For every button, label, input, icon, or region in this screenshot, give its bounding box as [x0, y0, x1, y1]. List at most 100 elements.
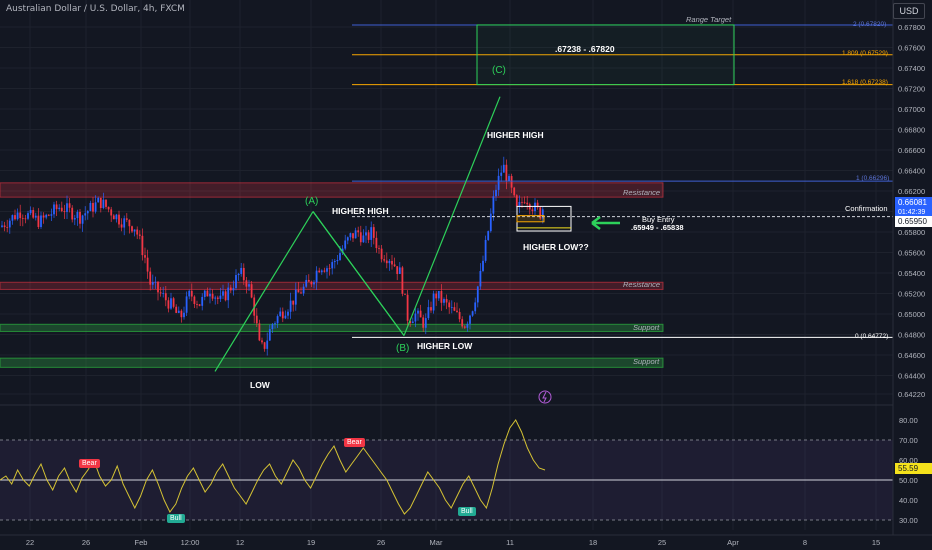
- candle-body: [414, 313, 417, 322]
- price-tick-label: 0.67200: [898, 85, 925, 94]
- candle-body: [107, 206, 110, 210]
- candle-body: [190, 290, 193, 297]
- candle-body: [180, 310, 183, 318]
- lightning-icon: [538, 390, 552, 404]
- candle-body: [198, 304, 201, 306]
- candle-body: [292, 300, 295, 305]
- candle-body: [375, 237, 378, 249]
- zone-support-2: [0, 323, 664, 332]
- candle-body: [378, 248, 380, 249]
- candle-body: [466, 323, 469, 328]
- candle-body: [393, 264, 396, 267]
- candle-body: [352, 233, 354, 239]
- candle-body: [258, 323, 261, 341]
- time-tick-label: 25: [658, 538, 666, 547]
- price-tick-label: 0.67400: [898, 64, 925, 73]
- candle-body: [250, 284, 253, 298]
- candle-body: [209, 293, 211, 297]
- candle-body: [354, 230, 357, 239]
- candle-body: [526, 202, 529, 205]
- candle-body: [68, 203, 71, 208]
- candle-body: [224, 291, 227, 301]
- candle-body: [541, 209, 544, 219]
- price-tick-label: 0.65600: [898, 249, 925, 258]
- candle-body: [271, 324, 274, 330]
- range-target-box: [476, 24, 735, 86]
- rsi-tick-label: 50.00: [899, 476, 918, 485]
- candle-body: [287, 311, 289, 316]
- candle-body: [310, 281, 313, 285]
- candle-body: [120, 224, 123, 228]
- candle-body: [281, 311, 284, 319]
- candle-body: [193, 296, 196, 305]
- candle-body: [245, 280, 248, 287]
- symbol-title[interactable]: Australian Dollar / U.S. Dollar, 4h, FXC…: [6, 4, 185, 14]
- candle-body: [406, 294, 409, 321]
- candle-body: [97, 197, 100, 203]
- wave-c-label: (C): [492, 65, 506, 76]
- rsi-tick-label: 80.00: [899, 416, 918, 425]
- candle-body: [255, 315, 258, 324]
- candle-body: [536, 202, 539, 208]
- candle-body: [344, 240, 347, 249]
- candle-body: [79, 211, 81, 224]
- candle-body: [219, 295, 222, 299]
- candle-body: [318, 270, 321, 273]
- low-label: LOW: [250, 380, 270, 390]
- candles: [1, 156, 544, 356]
- candle-body: [427, 307, 430, 319]
- time-tick-label: 18: [589, 538, 597, 547]
- candle-body: [8, 220, 11, 228]
- candle-body: [380, 248, 383, 260]
- candle-body: [274, 323, 276, 325]
- candle-body: [263, 342, 266, 349]
- candle-body: [331, 262, 334, 269]
- candle-body: [437, 290, 440, 299]
- candle-body: [492, 196, 495, 214]
- candle-body: [456, 310, 458, 312]
- candle-body: [110, 209, 113, 216]
- time-tick-label: 11: [506, 538, 514, 547]
- candle-body: [40, 215, 42, 227]
- candle-body: [164, 293, 167, 301]
- candle-body: [463, 326, 466, 328]
- candle-body: [232, 288, 235, 291]
- candle-body: [523, 202, 526, 204]
- entry-box-inner: [516, 215, 545, 223]
- price-tick-label: 0.67000: [898, 105, 925, 114]
- candle-body: [357, 230, 360, 233]
- candle-body: [328, 268, 331, 270]
- candle-body: [157, 281, 159, 293]
- price-tick-label: 0.66400: [898, 167, 925, 176]
- candle-body: [86, 211, 89, 214]
- candle-body: [333, 261, 336, 263]
- candle-body: [60, 207, 63, 212]
- time-tick-label: 12: [236, 538, 244, 547]
- candle-body: [196, 304, 198, 305]
- price-tick-label: 0.65800: [898, 228, 925, 237]
- candle-body: [63, 211, 66, 212]
- candle-body: [326, 268, 328, 272]
- candle-body: [99, 197, 102, 209]
- candle-body: [27, 213, 29, 219]
- candle-body: [365, 232, 367, 236]
- candle-body: [482, 260, 484, 271]
- candle-body: [508, 176, 510, 182]
- buy-range-label: .65949 - .65838: [631, 223, 684, 232]
- rsi-tick-label: 60.00: [899, 456, 918, 465]
- candle-body: [42, 215, 45, 218]
- candle-body: [149, 271, 152, 285]
- candle-body: [284, 315, 287, 319]
- candle-body: [92, 202, 94, 212]
- rsi-tick-label: 70.00: [899, 436, 918, 445]
- fib-1809-label: 1.809 (0.67529): [842, 50, 888, 57]
- range-text: .67238 - .67820: [555, 44, 615, 54]
- candle-body: [172, 298, 175, 307]
- candle-body: [385, 260, 388, 264]
- wave-a-label: (A): [305, 196, 319, 207]
- candle-body: [177, 310, 180, 313]
- candle-body: [154, 281, 157, 283]
- currency-button[interactable]: USD: [893, 3, 925, 19]
- time-tick-label: 22: [26, 538, 34, 547]
